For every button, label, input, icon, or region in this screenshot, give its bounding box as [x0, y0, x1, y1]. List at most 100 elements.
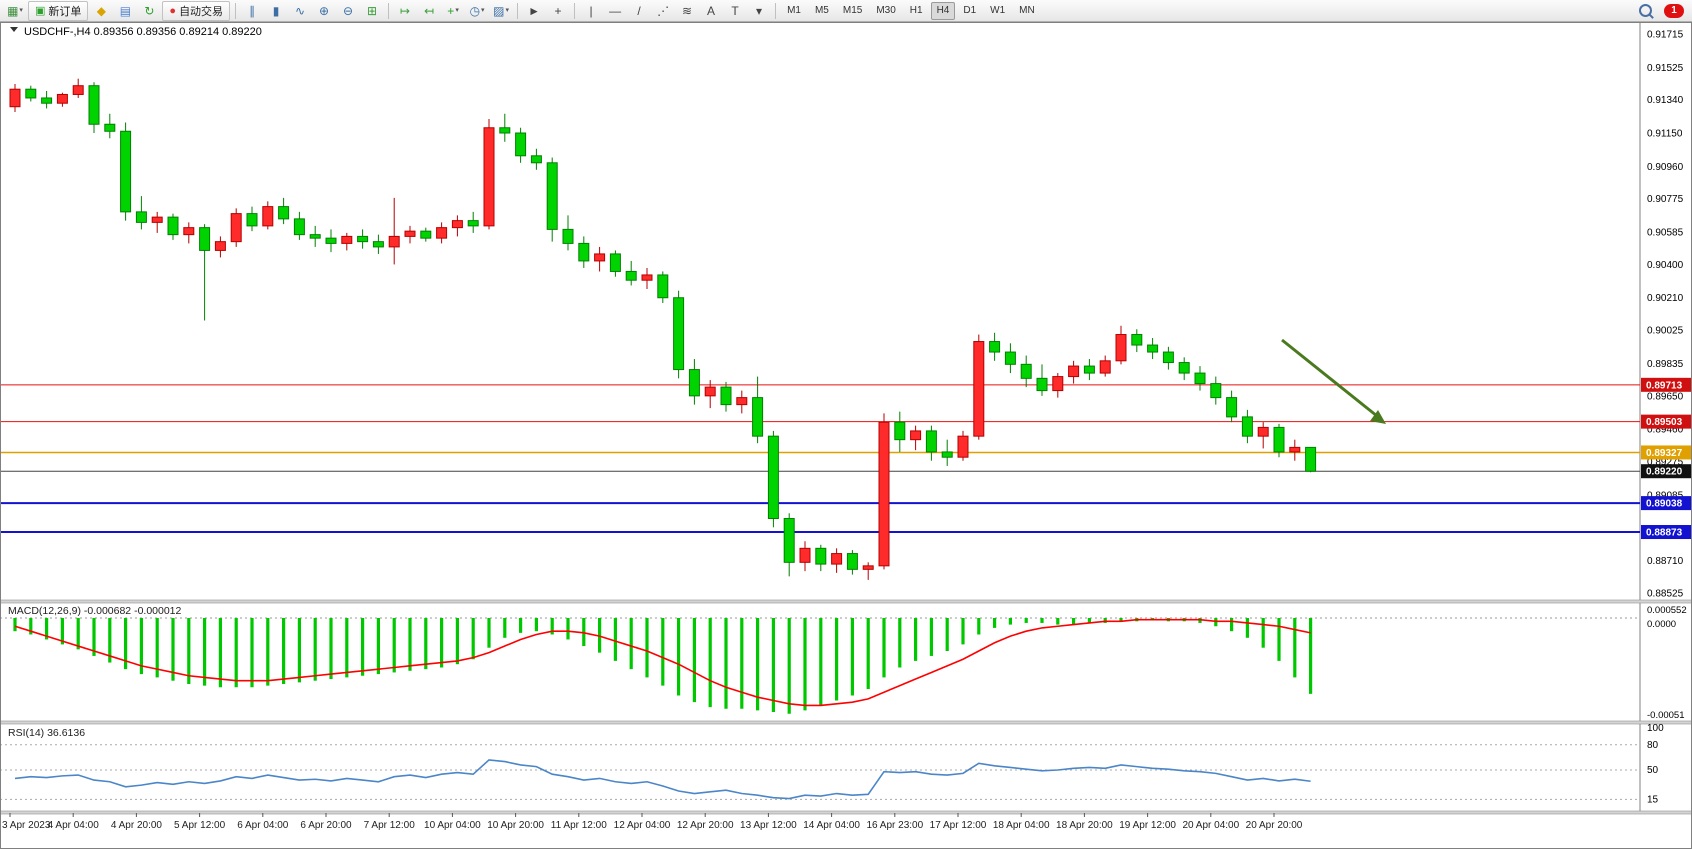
label-icon[interactable]: T	[731, 3, 739, 18]
timeframe-m30-button[interactable]: M30	[876, 5, 896, 16]
auto-scroll-icon[interactable]: ↦	[400, 3, 411, 18]
trend-arrow-head[interactable]	[1370, 410, 1386, 424]
shapes-icon[interactable]: ▾	[756, 3, 763, 18]
timeframe-m15-button[interactable]: M15	[842, 5, 863, 16]
refresh-icon[interactable]: ↻	[144, 3, 155, 18]
candle-body	[388, 235, 400, 248]
macd-signal-line	[14, 618, 1311, 707]
price-axis-label: 0.89460	[1647, 425, 1684, 436]
auto-trading-button[interactable]: ● 自动交易	[162, 0, 231, 21]
rsi-axis-label: 80	[1647, 740, 1659, 751]
timeframe-m5-button[interactable]: M5	[814, 5, 829, 16]
new-chart-icon-dropdown[interactable]: ▾	[19, 7, 23, 14]
market-watch-icon[interactable]: ▤	[119, 3, 132, 18]
rsi-panel-divider[interactable]	[0, 720, 1692, 725]
vertical-line-icon[interactable]: |	[589, 3, 593, 18]
macd-indicator-label: MACD(12,26,9) -0.000682 -0.000012	[8, 605, 182, 617]
candle-body	[167, 216, 179, 236]
time-axis-label: 13 Apr 12:00	[740, 820, 797, 831]
price-axis-label: 0.90960	[1647, 162, 1684, 173]
zoom-in-icon[interactable]: ⊕	[319, 3, 330, 18]
candle-body	[1178, 362, 1190, 374]
bar-chart-icon[interactable]: ∥	[249, 3, 256, 18]
macd-panel-divider[interactable]	[0, 599, 1692, 604]
text-icon[interactable]: A	[707, 3, 716, 18]
line-chart-icon[interactable]: ∿	[295, 3, 306, 18]
price-axis-label: 0.90210	[1647, 293, 1684, 304]
candle-body	[925, 430, 937, 453]
candle-body	[104, 123, 116, 132]
indicators-icon[interactable]: + ▾	[447, 3, 459, 18]
time-axis-label: 10 Apr 20:00	[487, 820, 544, 831]
macd-axis-label: -0.00051	[1647, 710, 1685, 721]
candlestick-chart-icon[interactable]: ▮	[272, 3, 280, 18]
trend-arrow[interactable]	[1281, 338, 1378, 418]
timeframe-w1-button[interactable]: W1	[990, 5, 1006, 16]
toolbar-separator	[235, 2, 237, 19]
candle-body	[894, 421, 906, 441]
time-axis-label: 18 Apr 04:00	[993, 820, 1050, 831]
candle-body	[246, 213, 258, 227]
periods-icon-dropdown[interactable]: ▾	[481, 7, 485, 14]
chart-title-ohlc: USDCHF-,H4 0.89356 0.89356 0.89214 0.892…	[24, 26, 262, 38]
timeframe-h1-button[interactable]: H1	[909, 5, 923, 16]
timeframe-mn-button[interactable]: MN	[1019, 5, 1035, 16]
candle-body	[783, 518, 795, 563]
candle-body	[530, 155, 542, 164]
timeframe-m1-button[interactable]: M1	[787, 5, 801, 16]
zoom-out-icon[interactable]: ⊖	[343, 3, 354, 18]
candle-body	[1194, 372, 1206, 385]
candle-body	[9, 88, 21, 108]
price-axis-label: 0.89835	[1647, 359, 1684, 370]
time-axis-label: 20 Apr 20:00	[1246, 820, 1303, 831]
new-order-button[interactable]: ▣ 新订单	[28, 0, 89, 21]
candle-body	[657, 274, 669, 299]
rsi-axis-label: 100	[1647, 723, 1664, 734]
candle-body	[1257, 426, 1269, 437]
candle-body	[1068, 365, 1080, 378]
candle-body	[483, 127, 495, 227]
resistance-line-2-tag-label: 0.89503	[1646, 417, 1683, 428]
candle-body	[688, 369, 700, 397]
timeframe-d1-button[interactable]: D1	[963, 5, 977, 16]
time-axis-label: 5 Apr 12:00	[174, 820, 226, 831]
crosshair-icon[interactable]: +	[554, 3, 562, 18]
templates-icon-dropdown[interactable]: ▾	[505, 7, 509, 14]
time-axis-label: 12 Apr 20:00	[677, 820, 734, 831]
candle-body	[910, 430, 922, 441]
time-axis-label: 14 Apr 04:00	[803, 820, 860, 831]
search-icon[interactable]	[1639, 4, 1652, 17]
fibonacci-icon[interactable]: ≋	[682, 3, 693, 18]
trendline-icon[interactable]: /	[637, 3, 641, 18]
chart-canvas[interactable]: 0.91715 0.91525 0.91340 0.91150 0.90960 0.907…	[0, 22, 1692, 849]
candle-body	[183, 227, 195, 236]
metaeditor-icon[interactable]: ◆	[96, 3, 107, 18]
templates-icon[interactable]: ▨ ▾	[493, 3, 509, 18]
channel-icon[interactable]: ⋰	[657, 3, 670, 18]
notification-badge[interactable]: 1	[1664, 3, 1684, 18]
timeframe-h4-button[interactable]: H4	[930, 1, 956, 20]
candle-body	[862, 565, 874, 570]
one-click-trading-toggle[interactable]	[10, 27, 18, 32]
horizontal-line-icon[interactable]: —	[609, 3, 622, 18]
candle-body	[325, 237, 337, 244]
tile-windows-icon[interactable]: ⊞	[367, 3, 378, 18]
indicators-icon-dropdown[interactable]: ▾	[455, 7, 459, 14]
candle-body	[799, 547, 811, 563]
chart-shift-icon[interactable]: ↤	[424, 3, 435, 18]
candle-body	[199, 227, 211, 251]
support-line-1-tag-label: 0.89038	[1646, 499, 1683, 510]
candle-body	[1289, 446, 1301, 453]
candle-body	[1020, 363, 1032, 379]
candle-body	[151, 216, 163, 223]
time-axis-divider[interactable]	[0, 810, 1692, 815]
cursor-icon[interactable]: ►	[528, 3, 540, 18]
new-chart-icon[interactable]: ▦ ▾	[7, 3, 23, 18]
candle-body	[515, 132, 527, 157]
candle-body	[1083, 365, 1095, 374]
candle-body	[1131, 334, 1143, 346]
toolbar-separator	[517, 2, 519, 19]
candle-body	[72, 85, 84, 95]
periods-icon[interactable]: ◷ ▾	[469, 3, 485, 18]
candle-body	[673, 297, 685, 371]
